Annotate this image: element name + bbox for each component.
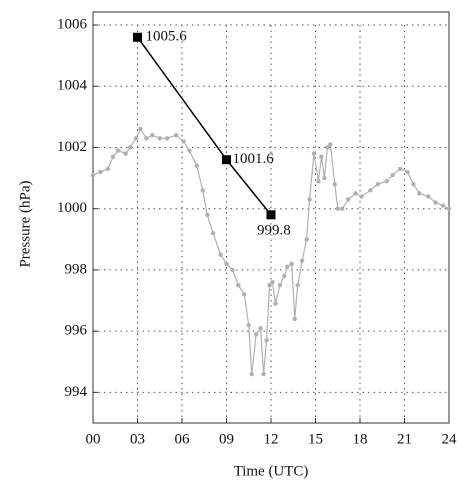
x-tick-label: 06	[175, 431, 191, 447]
marker	[173, 133, 179, 138]
marker	[105, 166, 111, 172]
marker	[282, 273, 287, 279]
marker	[292, 316, 297, 322]
marker	[230, 267, 235, 273]
marker	[181, 139, 186, 144]
marker	[384, 178, 389, 184]
marker	[116, 148, 121, 153]
marker	[261, 371, 266, 377]
marker	[187, 148, 192, 153]
marker	[218, 252, 223, 257]
marker	[133, 136, 139, 141]
marker	[405, 169, 410, 175]
marker	[295, 283, 300, 288]
y-tick-label: 994	[65, 384, 88, 400]
marker	[316, 178, 321, 184]
x-tick-label: 03	[130, 431, 145, 447]
marker	[446, 206, 452, 211]
marker	[285, 264, 290, 270]
marker	[210, 230, 216, 236]
marker	[359, 194, 364, 199]
marker	[390, 172, 395, 178]
marker	[319, 154, 324, 159]
marker	[433, 200, 438, 205]
x-tick-label: 15	[308, 431, 323, 447]
x-tick-label: 12	[264, 431, 279, 447]
marker	[127, 145, 133, 150]
marker	[246, 322, 251, 328]
marker	[138, 126, 143, 132]
y-tick-label: 1006	[57, 16, 88, 32]
marker	[411, 182, 416, 187]
series-line	[136, 36, 272, 216]
marker	[335, 206, 340, 211]
x-tick-label: 24	[442, 431, 458, 447]
marker	[222, 155, 231, 165]
marker	[426, 194, 431, 199]
marker	[307, 197, 312, 202]
marker	[440, 203, 446, 208]
marker	[311, 151, 317, 156]
data-label: 1001.6	[233, 151, 275, 167]
x-axis-title: Time (UTC)	[234, 463, 309, 479]
x-tick-label: 21	[397, 431, 412, 447]
y-tick-label: 996	[65, 323, 88, 339]
marker	[236, 283, 241, 288]
marker	[205, 212, 210, 218]
marker	[164, 136, 170, 141]
marker	[266, 210, 276, 220]
marker	[289, 261, 294, 266]
marker	[264, 338, 269, 343]
marker	[267, 283, 272, 288]
y-tick-label: 1002	[57, 139, 87, 155]
marker	[368, 188, 373, 193]
marker	[322, 175, 327, 181]
y-axis-title: Pressure (hPa)	[17, 180, 33, 267]
x-tick-label: 09	[219, 431, 234, 447]
marker	[304, 237, 309, 242]
marker	[224, 261, 229, 266]
marker	[98, 169, 103, 175]
marker	[110, 154, 116, 159]
marker	[242, 292, 247, 297]
marker	[397, 166, 403, 172]
marker	[253, 332, 259, 337]
plot-frame	[92, 11, 450, 424]
marker	[299, 258, 305, 263]
marker	[144, 136, 149, 141]
marker	[194, 163, 200, 169]
marker	[150, 133, 155, 138]
marker	[90, 172, 96, 178]
marker	[273, 301, 278, 306]
x-tick-label: 18	[353, 431, 368, 447]
marker	[375, 182, 380, 187]
marker	[157, 136, 162, 141]
marker	[200, 188, 205, 193]
marker	[353, 191, 358, 196]
data-label: 999.8	[257, 222, 291, 238]
marker	[133, 32, 142, 42]
y-tick-label: 998	[65, 261, 88, 277]
marker	[345, 197, 351, 202]
marker	[270, 279, 275, 285]
marker	[277, 283, 283, 288]
marker	[325, 145, 330, 150]
marker	[123, 151, 128, 156]
marker	[328, 142, 333, 147]
marker	[340, 206, 345, 211]
marker	[417, 191, 422, 196]
y-tick-label: 1000	[57, 200, 87, 216]
x-tick-label: 00	[86, 431, 101, 447]
y-tick-label: 1004	[57, 78, 88, 94]
marker	[332, 182, 337, 187]
marker	[258, 325, 263, 331]
data-label: 1005.6	[146, 29, 188, 45]
marker	[249, 371, 254, 377]
